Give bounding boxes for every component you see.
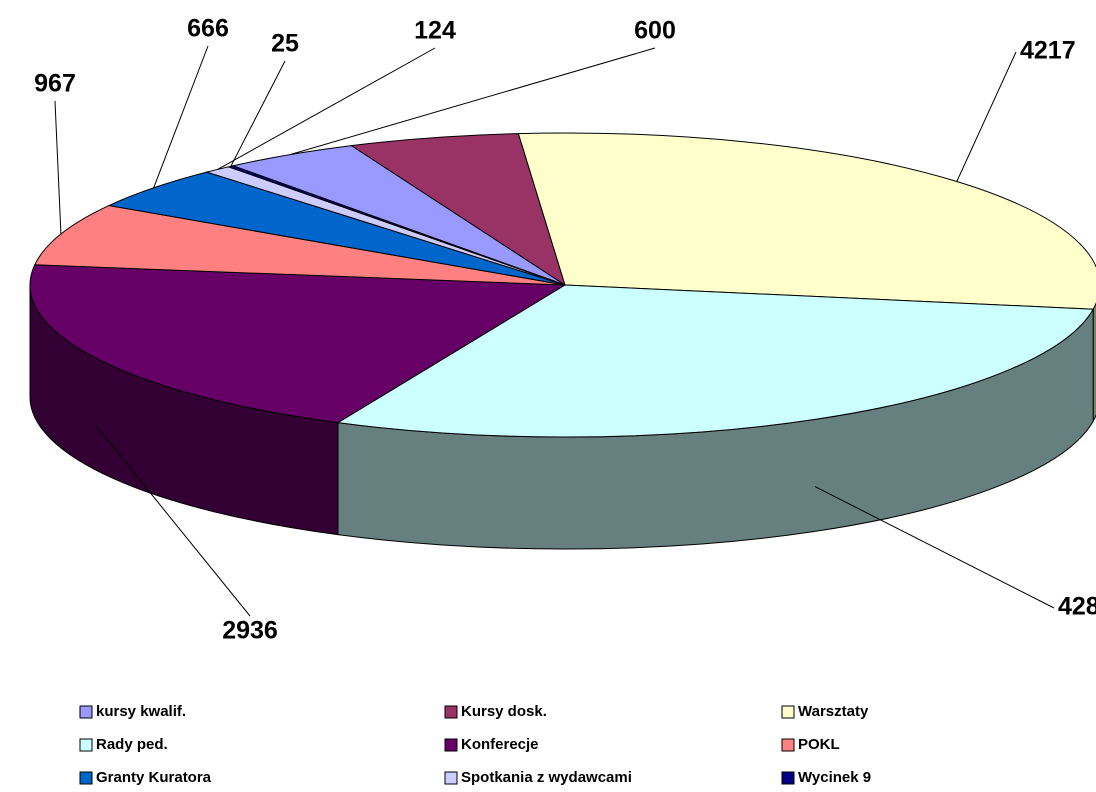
leader-line: [54, 100, 62, 235]
legend-swatch: [781, 705, 795, 719]
legend-swatch: [444, 738, 458, 752]
leader-line: [230, 60, 286, 167]
legend-swatch: [444, 705, 458, 719]
legend-swatch: [79, 771, 93, 785]
legend-label: kursy kwalif.: [96, 703, 186, 720]
data-label: 124: [414, 17, 456, 45]
leader-line: [153, 45, 209, 188]
data-label: 2936: [222, 617, 278, 645]
legend-label: Warsztaty: [798, 703, 869, 720]
leader-line: [217, 47, 436, 170]
legend-label: Wycinek 9: [798, 769, 871, 786]
slice: [29, 264, 567, 424]
legend-swatch: [79, 738, 93, 752]
legend-label: Kursy dosk.: [461, 703, 547, 720]
legend-label: POKL: [798, 736, 840, 753]
leader-line: [289, 47, 656, 156]
slice: [350, 133, 566, 287]
data-label: 967: [34, 70, 76, 98]
leader-line: [95, 424, 251, 617]
legend-swatch: [781, 738, 795, 752]
data-label: 25: [271, 30, 299, 58]
legend-label: Rady ped.: [96, 736, 168, 753]
legend-label: Spotkania z wydawcami: [461, 769, 632, 786]
slice: [517, 132, 1096, 310]
legend-swatch: [781, 771, 795, 785]
data-label: 4289: [1058, 593, 1096, 621]
data-label: 4217: [1020, 37, 1076, 65]
slice: [336, 284, 1095, 438]
legend-swatch: [79, 705, 93, 719]
data-label: 600: [634, 17, 676, 45]
legend-swatch: [444, 771, 458, 785]
leader-line: [814, 486, 1055, 609]
legend-label: Konferecje: [461, 736, 539, 753]
data-label: 666: [187, 15, 229, 43]
leader-line: [956, 51, 1017, 182]
legend-label: Granty Kuratora: [96, 769, 212, 786]
